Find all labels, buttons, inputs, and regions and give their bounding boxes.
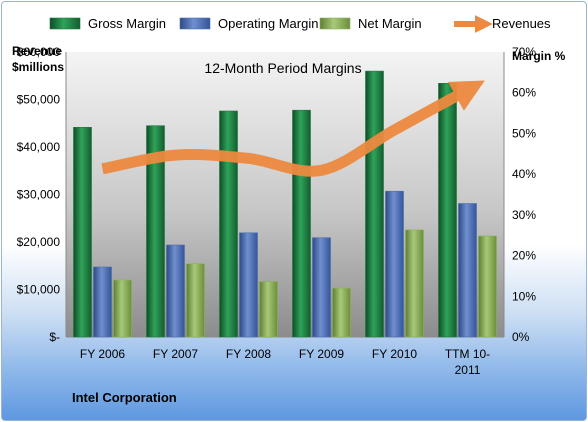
bar-gross-margin-1 [73,127,92,338]
left-tick-label-1: $10,000 [17,283,61,297]
bar-net-margin-4 [332,287,351,338]
legend-swatch-gross-margin [49,17,81,30]
left-axis-title-line1: Revenue [12,44,62,58]
category-label-6: TTM 10-2011 [445,347,490,377]
legend-label-revenues: Revenues [492,16,551,31]
left-tick-label-4: $40,000 [17,140,61,154]
left-tick-label-5: $50,000 [17,93,61,107]
bar-operating-margin-3 [239,232,258,338]
left-tick-label-0: $- [49,330,60,344]
company-name: Intel Corporation [72,390,177,405]
bar-gross-margin-3 [219,110,238,338]
left-axis-title-line2: $millions [12,60,64,74]
bar-net-margin-1 [113,279,132,338]
legend-swatch-net-margin [319,17,351,30]
category-label-5: FY 2010 [372,347,417,361]
right-tick-label-5: 50% [512,126,536,140]
category-label-4: FY 2009 [299,347,344,361]
bar-net-margin-5 [405,229,424,338]
bar-gross-margin-2 [146,125,165,338]
bar-gross-margin-5 [365,70,384,338]
right-tick-label-7: 70% [512,45,536,59]
right-tick-label-0: 0% [512,330,530,344]
category-label-3: FY 2008 [226,347,271,361]
legend-label-operating-margin: Operating Margin [218,16,318,31]
revenue-line-path [101,80,485,177]
category-label-1: FY 2006 [80,347,125,361]
bar-operating-margin-4 [312,237,331,338]
left-tick-label-6: $60,000 [17,45,61,59]
bar-operating-margin-2 [166,244,185,338]
legend-swatch-operating-margin [179,17,211,30]
left-axis-ticks: $- $10,000 $20,000 $30,000 $40,000 $50,000 $60… [17,45,61,344]
chart-title: 12-Month Period Margins [204,60,361,76]
legend-label-net-margin: Net Margin [358,16,422,31]
bar-operating-margin-6 [458,203,477,338]
right-tick-label-6: 60% [512,86,536,100]
category-label-2: FY 2007 [153,347,198,361]
bar-operating-margin-1 [93,266,112,338]
left-tick-label-3: $30,000 [17,188,61,202]
right-tick-label-1: 10% [512,289,536,303]
legend-label-gross-margin: Gross Margin [88,16,166,31]
bar-gross-margin-6 [438,83,457,338]
right-tick-label-3: 30% [512,208,536,222]
bar-net-margin-3 [259,281,278,338]
bar-gross-margin-4 [292,109,311,338]
left-tick-label-2: $20,000 [17,235,61,249]
right-axis-ticks: 0% 10% 20% 30% 40% 50% 60% 70% [512,45,536,344]
right-tick-label-4: 40% [512,167,536,181]
revenue-line [101,80,485,177]
legend: Gross Margin Operating Margin Net Margin Re… [49,15,551,33]
right-axis-title: Margin % [512,49,566,63]
right-tick-label-2: 20% [512,249,536,263]
bar-net-margin-6 [478,235,497,338]
category-labels: FY 2006 FY 2007 FY 2008 FY 2009 FY 2010 TTM 1… [80,347,490,377]
bar-net-margin-2 [186,263,205,338]
bar-operating-margin-5 [385,190,404,338]
plot-area [66,52,504,337]
